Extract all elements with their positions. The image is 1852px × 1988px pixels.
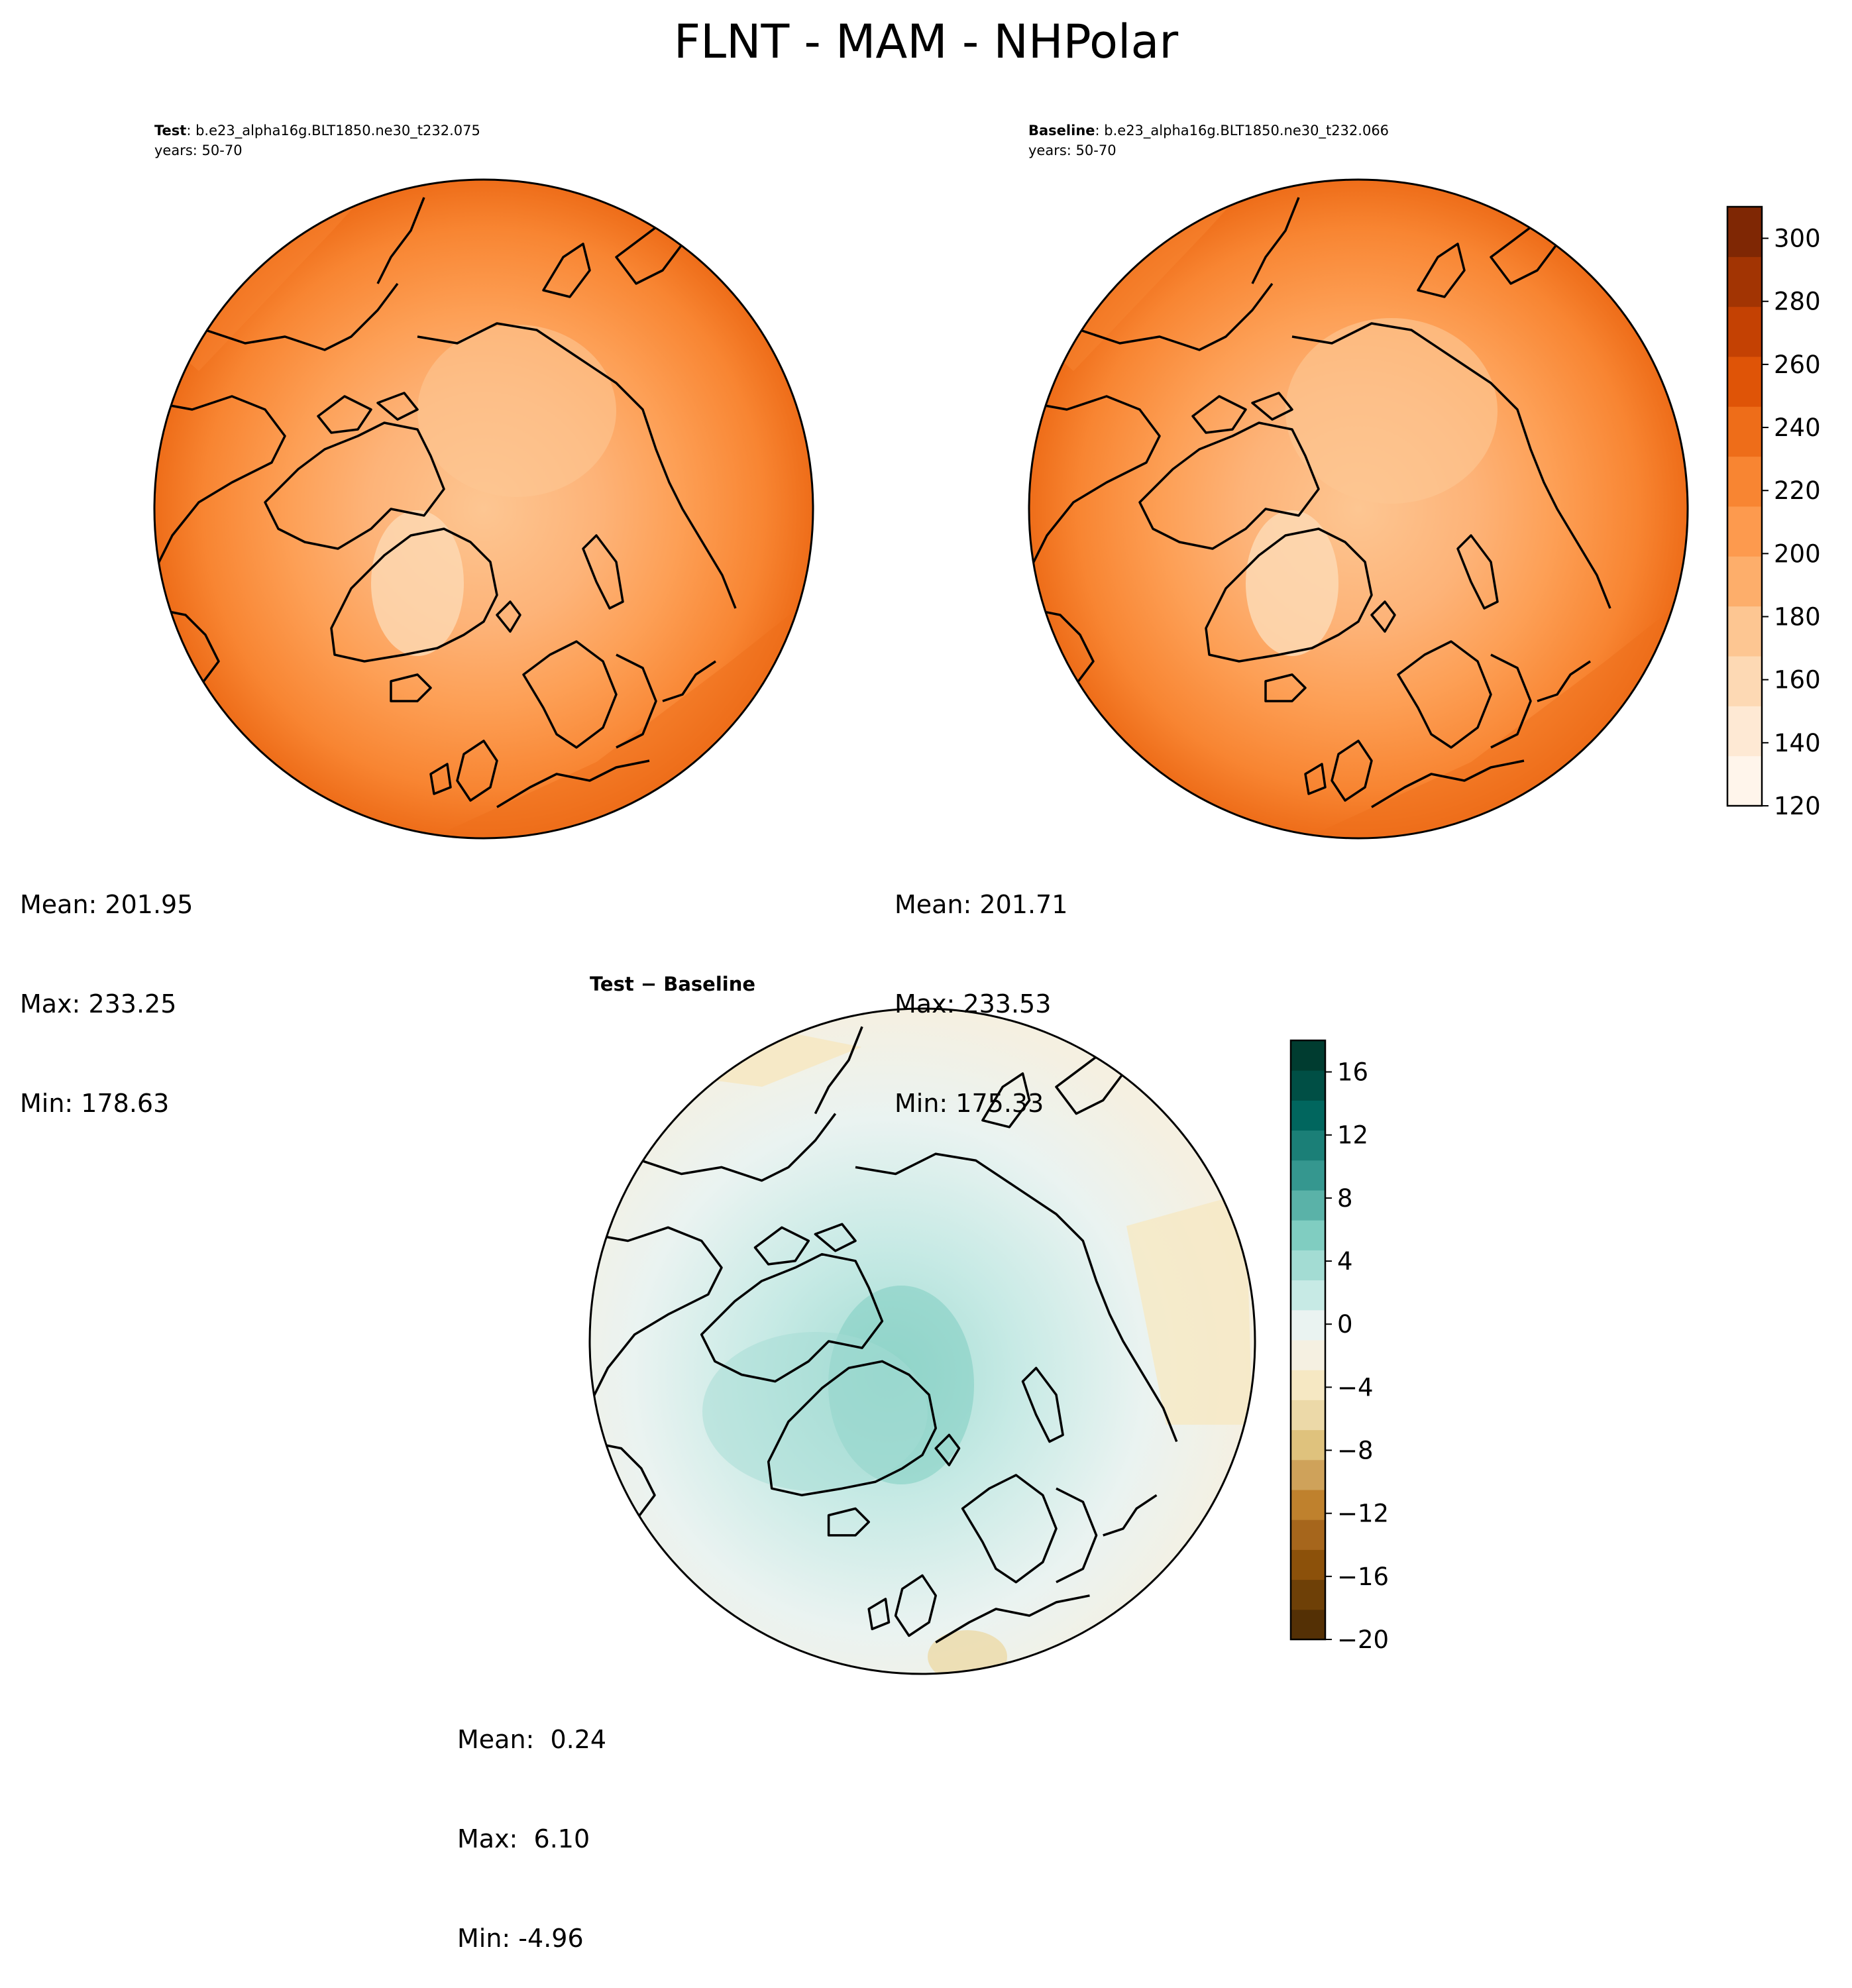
baseline-min: Min: 175.33 — [895, 1089, 1044, 1118]
diff-colorbar-tick-label: 8 — [1337, 1184, 1353, 1213]
field-colorbar-segment — [1727, 406, 1762, 457]
baseline-stats: Mean: 201.71 Max: 233.53 Min: 175.33 — [895, 822, 1067, 1153]
baseline-panel-label: Baseline: b.e23_alpha16g.BLT1850.ne30_t2… — [1028, 121, 1389, 160]
diff-panel-label: Test − Baseline — [590, 973, 756, 995]
diff-colorbar-segment — [1291, 1579, 1325, 1610]
field-colorbar-tick-label: 260 — [1774, 351, 1821, 379]
diff-colorbar-segment — [1291, 1070, 1325, 1101]
diff-colorbar-segment — [1291, 1400, 1325, 1431]
field-colorbar-tick-label: 280 — [1774, 288, 1821, 316]
field-colorbar-segment — [1727, 306, 1762, 357]
diff-map — [588, 1007, 1256, 1675]
diff-min: Min: -4.96 — [457, 1924, 584, 1953]
field-colorbar-segment — [1727, 456, 1762, 507]
diff-colorbar-tick-label: 0 — [1337, 1310, 1353, 1339]
baseline-label-case: : b.e23_alpha16g.BLT1850.ne30_t232.066 — [1095, 123, 1389, 138]
diff-mean: Mean: 0.24 — [457, 1725, 607, 1754]
field-colorbar-tick-label: 140 — [1774, 729, 1821, 757]
diff-colorbar-tick-label: −4 — [1337, 1373, 1374, 1402]
diff-colorbar-segment — [1291, 1309, 1325, 1341]
diff-colorbar-tick-label: −12 — [1337, 1500, 1389, 1528]
test-label-case: : b.e23_alpha16g.BLT1850.ne30_t232.075 — [186, 123, 480, 138]
field-colorbar-tick-label: 160 — [1774, 666, 1821, 694]
diff-colorbar-segment — [1291, 1490, 1325, 1520]
diff-colorbar-segment — [1291, 1609, 1325, 1640]
field-colorbar-segment — [1727, 207, 1762, 257]
diff-colorbar-tick-label: −16 — [1337, 1563, 1389, 1591]
diff-colorbar-segment — [1291, 1429, 1325, 1461]
field-colorbar-segment — [1727, 556, 1762, 607]
diff-colorbar-segment — [1291, 1250, 1325, 1281]
field-colorbar-tick-label: 200 — [1774, 539, 1821, 568]
diff-colorbar-segment — [1291, 1370, 1325, 1400]
test-stats: Mean: 201.95 Max: 233.25 Min: 178.63 — [20, 822, 193, 1153]
test-max: Max: 233.25 — [20, 989, 177, 1019]
diff-colorbar: −20 −16 −12 −8 −4 0 4 8 12 16 — [1289, 1039, 1389, 1654]
diff-colorbar-segment — [1291, 1549, 1325, 1580]
field-colorbar-segment — [1727, 755, 1762, 806]
test-mean: Mean: 201.95 — [20, 890, 193, 919]
diff-colorbar-segment — [1291, 1160, 1325, 1191]
field-colorbar-tick-label: 120 — [1774, 792, 1821, 820]
baseline-years: years: 50-70 — [1028, 142, 1117, 158]
test-min: Min: 178.63 — [20, 1089, 170, 1118]
diff-colorbar-tick-label: −8 — [1337, 1437, 1374, 1465]
diff-colorbar-segment — [1291, 1220, 1325, 1250]
diff-colorbar-segment — [1291, 1190, 1325, 1221]
diff-colorbar-segment — [1291, 1280, 1325, 1311]
diff-stats: Mean: 0.24 Max: 6.10 Min: -4.96 — [457, 1657, 606, 1988]
test-map — [153, 178, 814, 840]
diff-colorbar-tick-label: 4 — [1337, 1247, 1353, 1276]
field-colorbar-tick-label: 240 — [1774, 414, 1821, 442]
field-colorbar-segment — [1727, 706, 1762, 757]
diff-colorbar-segment — [1291, 1040, 1325, 1071]
baseline-max: Max: 233.53 — [895, 989, 1052, 1019]
field-colorbar-segment — [1727, 506, 1762, 557]
diff-colorbar-segment — [1291, 1519, 1325, 1550]
baseline-mean: Mean: 201.71 — [895, 890, 1068, 919]
field-colorbar: 120 140 160 180 200 220 240 260 280 300 — [1726, 205, 1821, 820]
diff-colorbar-tick-label: 16 — [1337, 1058, 1368, 1087]
diff-colorbar-segment — [1291, 1100, 1325, 1131]
field-colorbar-tick-label: 220 — [1774, 476, 1821, 505]
field-colorbar-segment — [1727, 357, 1762, 407]
field-colorbar-segment — [1727, 606, 1762, 657]
baseline-map — [1028, 178, 1689, 840]
diff-colorbar-segment — [1291, 1130, 1325, 1161]
diff-colorbar-segment — [1291, 1340, 1325, 1370]
diff-colorbar-frame — [1289, 1039, 1327, 1641]
diff-colorbar-tick-label: −20 — [1337, 1626, 1389, 1654]
field-colorbar-segment — [1727, 256, 1762, 307]
field-colorbar-tick-label: 300 — [1774, 225, 1821, 253]
diff-colorbar-tick-label: 12 — [1337, 1121, 1368, 1150]
test-label-bold: Test — [154, 123, 187, 138]
field-colorbar-tick-label: 180 — [1774, 603, 1821, 632]
field-colorbar-segment — [1727, 656, 1762, 706]
test-panel-label: Test: b.e23_alpha16g.BLT1850.ne30_t232.0… — [154, 121, 480, 160]
baseline-label-bold: Baseline — [1028, 123, 1095, 138]
diff-max: Max: 6.10 — [457, 1824, 590, 1853]
figure-title: FLNT - MAM - NHPolar — [673, 15, 1179, 69]
diff-colorbar-segment — [1291, 1459, 1325, 1490]
test-years: years: 50-70 — [154, 142, 243, 158]
field-colorbar-frame — [1726, 205, 1763, 807]
